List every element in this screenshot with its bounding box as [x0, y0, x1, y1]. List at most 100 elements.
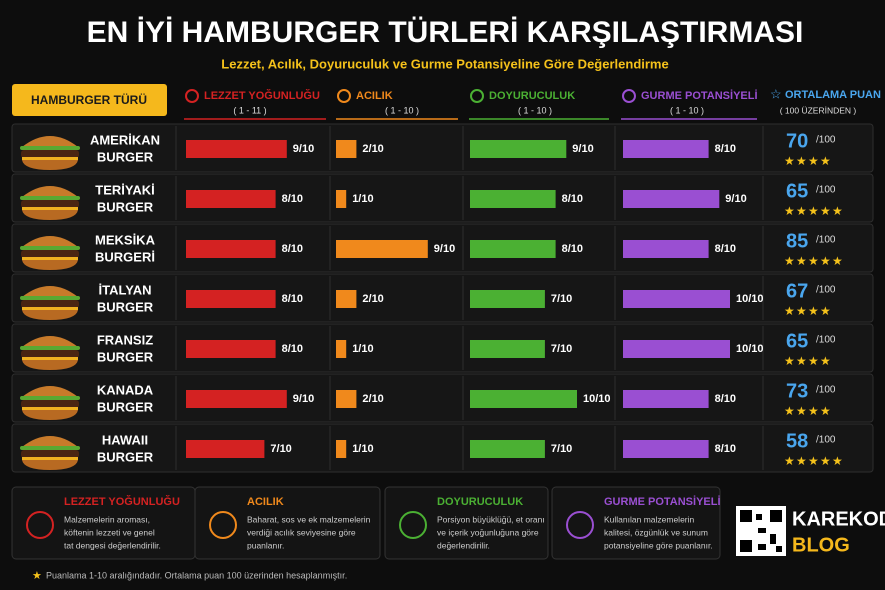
legend-text: potansiyeline göre puanlanır. — [604, 540, 713, 550]
legend-title: LEZZET YOĞUNLUĞU — [64, 495, 180, 508]
metric-header: DOYURUCULUK — [489, 90, 575, 102]
burger-name: MEKSİKA — [95, 232, 156, 247]
star: ★ — [796, 254, 807, 268]
legend-text: Kullanılan malzemelerin — [604, 514, 695, 524]
metric-range: ( 1 - 11 ) — [233, 105, 266, 115]
burger-icon — [20, 136, 80, 170]
legend-text: kalitesi, özgünlük ve sunum — [604, 527, 708, 537]
value-label: 10/10 — [583, 393, 611, 405]
burger-name: BURGER — [97, 149, 154, 164]
metric-range: ( 1 - 10 ) — [518, 105, 552, 115]
star: ★ — [820, 254, 831, 268]
burger-icon — [20, 336, 80, 370]
footnote: Puanlama 1-10 aralığındadır. Ortalama pu… — [46, 570, 347, 580]
burger-icon — [20, 186, 80, 220]
row-bg — [11, 373, 874, 423]
star: ★ — [808, 154, 819, 168]
cheese — [22, 357, 78, 360]
value-label: 8/10 — [282, 243, 303, 255]
legend-text: ve içerik yoğunluğuna göre — [437, 527, 539, 537]
score-icon: ☆ — [770, 86, 782, 101]
burger-name: BURGER — [97, 349, 154, 364]
legend-box — [194, 486, 381, 560]
cheese — [22, 407, 78, 410]
bar — [336, 140, 357, 158]
bar — [186, 190, 276, 208]
bun-bottom — [22, 260, 78, 270]
lettuce — [20, 296, 80, 300]
cheese — [22, 457, 78, 460]
star: ★ — [808, 454, 819, 468]
bar — [186, 440, 265, 458]
bar — [186, 140, 287, 158]
star: ★ — [796, 354, 807, 368]
burger-name: BURGERİ — [95, 249, 155, 264]
metric-icon — [622, 89, 636, 103]
metric-header: LEZZET YOĞUNLUĞU — [204, 89, 320, 102]
bar — [336, 340, 347, 358]
bun-bottom — [22, 310, 78, 320]
bar — [336, 240, 428, 258]
bar — [623, 340, 730, 358]
legend-text: köftenin lezzeti ve genel — [64, 527, 155, 537]
bar — [623, 140, 709, 158]
patty — [21, 300, 79, 308]
legend-box — [384, 486, 549, 560]
cheese — [22, 307, 78, 310]
score: 67 — [786, 280, 808, 302]
star: ★ — [796, 304, 807, 318]
stars: ★ ★ ★ ★ — [784, 304, 831, 318]
stars: ★ ★ ★ ★ — [784, 154, 831, 168]
metric-range: ( 1 - 10 ) — [385, 105, 419, 115]
patty — [21, 450, 79, 458]
star: ★ — [784, 454, 795, 468]
score-suffix: /100 — [816, 435, 836, 446]
score: 70 — [786, 130, 808, 152]
stars: ★ ★ ★ ★ — [784, 404, 831, 418]
star: ★ — [808, 354, 819, 368]
burger-icon — [20, 436, 80, 470]
legend-text: tat dengesi değerlendirilir. — [64, 540, 161, 550]
legend-text: verdiği acılık seviyesine göre — [247, 527, 356, 537]
title: EN İYİ HAMBURGER TÜRLERİ KARŞILAŞTIRMASI — [87, 16, 804, 49]
metric-icon — [185, 89, 199, 103]
legend-box — [551, 486, 721, 560]
score: 65 — [786, 180, 808, 202]
lettuce — [20, 446, 80, 450]
score: 65 — [786, 330, 808, 352]
legend-title: DOYURUCULUK — [437, 496, 523, 508]
star: ★ — [796, 404, 807, 418]
subtitle: Lezzet, Acılık, Doyuruculuk ve Gurme Pot… — [221, 56, 668, 71]
bar — [470, 390, 577, 408]
star: ★ — [820, 354, 831, 368]
brand-1: KAREKOD — [792, 508, 885, 530]
value-label: 9/10 — [725, 193, 746, 205]
burger-name: TERİYAKİ — [95, 182, 154, 197]
row-bg — [11, 173, 874, 223]
stars: ★ ★ ★ ★ ★ — [784, 254, 843, 268]
bun-top — [22, 336, 78, 347]
burger-name: HAWAII — [102, 432, 148, 447]
star: ★ — [784, 354, 795, 368]
star: ★ — [784, 204, 795, 218]
star: ★ — [820, 154, 831, 168]
bun-top — [22, 236, 78, 247]
value-label: 8/10 — [282, 343, 303, 355]
star: ★ — [832, 204, 843, 218]
star: ★ — [832, 254, 843, 268]
burger-name: BURGER — [97, 449, 154, 464]
bun-top — [22, 436, 78, 447]
patty — [21, 400, 79, 408]
star: ★ — [796, 204, 807, 218]
bun-top — [22, 136, 78, 147]
cheese — [22, 257, 78, 260]
legend-icon — [209, 511, 237, 539]
row-bg — [11, 323, 874, 373]
score: 58 — [786, 430, 808, 452]
value-label: 9/10 — [293, 393, 314, 405]
stars: ★ ★ ★ ★ ★ — [784, 454, 843, 468]
score-suffix: /100 — [816, 135, 836, 146]
metric-range: ( 1 - 10 ) — [670, 105, 704, 115]
value-label: 10/10 — [736, 343, 764, 355]
